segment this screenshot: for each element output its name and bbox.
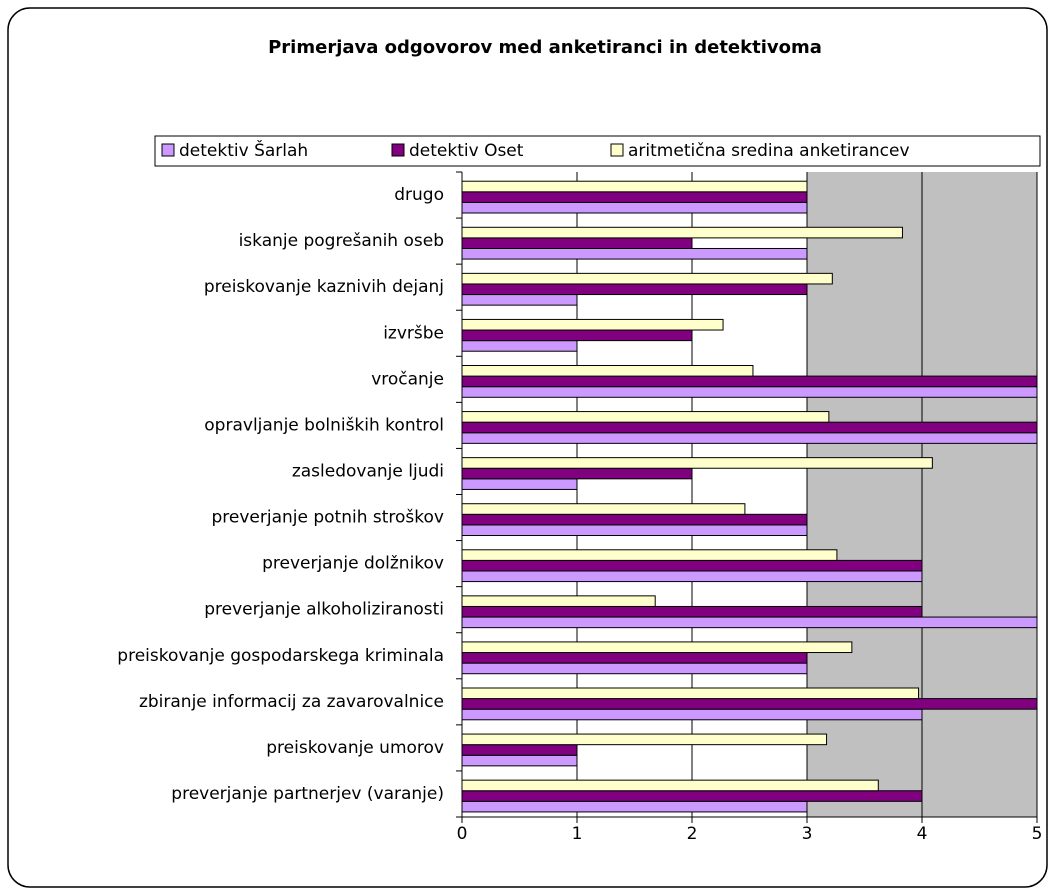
bar	[461, 708, 923, 721]
legend-box	[154, 135, 1041, 167]
bar	[461, 595, 656, 607]
bar	[461, 616, 1038, 629]
bar	[461, 237, 693, 249]
bar	[461, 744, 578, 756]
bar	[461, 329, 693, 342]
bar	[461, 698, 1038, 710]
y-tick-label: iskanje pogrešanih oseb	[239, 231, 444, 251]
bar	[461, 247, 808, 260]
bar	[461, 365, 754, 377]
y-tick-label: preiskovanje gospodarskega kriminala	[117, 646, 444, 666]
bar	[461, 641, 853, 654]
bar	[461, 478, 578, 490]
bar	[461, 790, 923, 802]
bar	[461, 503, 746, 515]
y-tick-label: preiskovanje umorov	[266, 738, 444, 758]
bar	[461, 754, 578, 767]
bar	[461, 340, 578, 352]
bar	[461, 570, 923, 583]
x-tick-label: 0	[457, 824, 468, 844]
bar	[461, 180, 808, 193]
x-tick-label: 5	[1032, 824, 1043, 844]
y-tick-label: preverjanje alkoholiziranosti	[204, 600, 444, 620]
bar	[461, 559, 923, 572]
bar	[461, 524, 808, 537]
x-tick-label: 2	[687, 824, 698, 844]
bar	[461, 652, 808, 664]
chart-title: Primerjava odgovorov med anketiranci in …	[268, 37, 822, 58]
y-tick-label: opravljanje bolniških kontrol	[204, 415, 444, 435]
bar	[461, 800, 808, 813]
bar	[461, 283, 808, 296]
legend-label: detektiv Šarlah	[179, 139, 308, 161]
y-tick-label: drugo	[394, 185, 444, 205]
bar	[461, 226, 903, 239]
bar	[461, 411, 830, 423]
bar	[461, 201, 808, 214]
bar	[461, 386, 1038, 398]
bar	[461, 272, 833, 285]
bar	[461, 549, 838, 561]
legend-label: detektiv Oset	[409, 141, 524, 161]
y-tick-label: vročanje	[371, 369, 444, 389]
bar	[461, 318, 724, 331]
bar	[461, 191, 808, 203]
y-tick-label: zbiranje informacij za zavarovalnice	[139, 692, 444, 712]
bar	[461, 467, 693, 480]
y-tick-label: zasledovanje ljudi	[292, 461, 444, 481]
bar	[461, 687, 920, 700]
bar	[461, 733, 828, 746]
y-tick-label: preiskovanje kaznivih dejanj	[204, 277, 444, 297]
x-tick-label: 1	[572, 824, 583, 844]
y-tick-label: preverjanje potnih stroškov	[211, 508, 444, 528]
legend-swatch	[161, 143, 175, 157]
bar	[461, 432, 1038, 444]
legend-swatch	[610, 143, 624, 157]
bar	[461, 513, 808, 526]
bar	[461, 662, 808, 675]
bar	[461, 779, 879, 792]
bar	[461, 457, 933, 469]
bar	[461, 375, 1038, 388]
x-tick-label: 3	[802, 824, 813, 844]
y-tick-label: preverjanje partnerjev (varanje)	[171, 784, 444, 804]
y-tick-label: izvršbe	[383, 323, 444, 343]
legend-label: aritmetična sredina anketirancev	[628, 141, 910, 161]
legend-swatch	[391, 143, 405, 157]
x-tick-label: 4	[917, 824, 928, 844]
bar	[461, 421, 1038, 434]
y-tick-label: preverjanje dolžnikov	[262, 554, 444, 574]
bar	[461, 605, 923, 618]
bar	[461, 294, 578, 306]
